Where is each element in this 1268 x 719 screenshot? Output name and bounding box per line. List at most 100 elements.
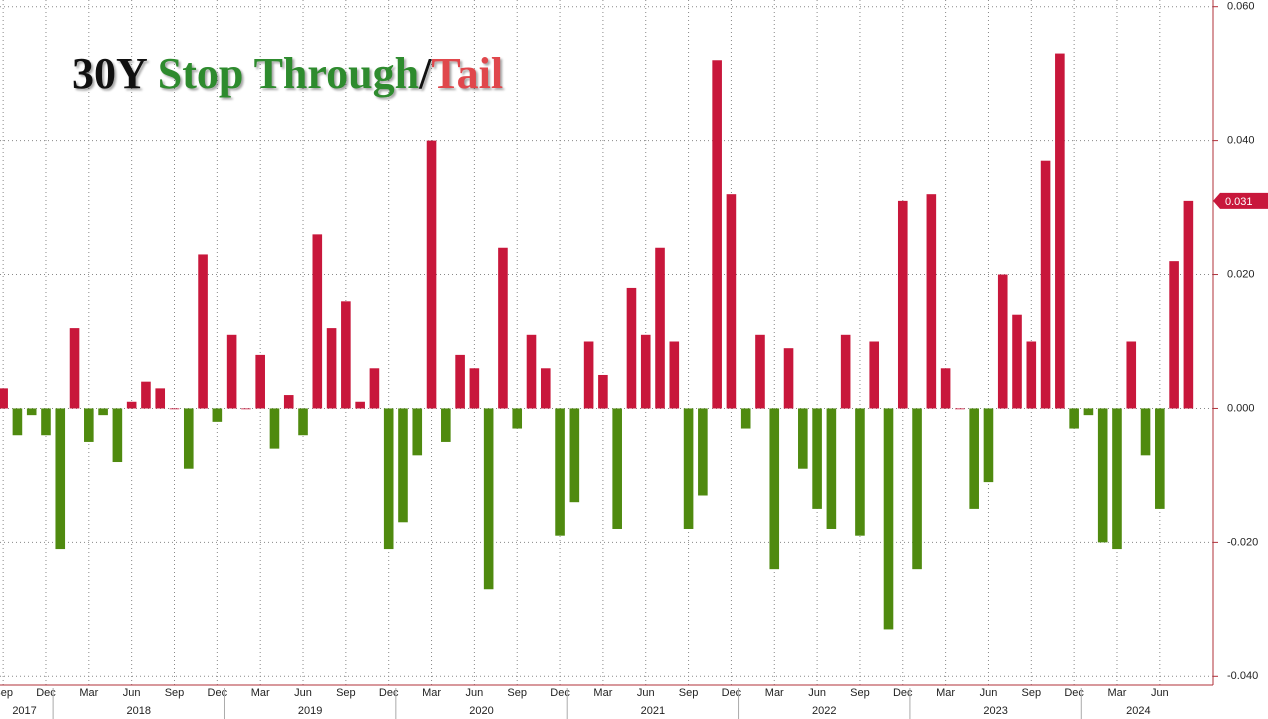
- bar: [298, 408, 308, 436]
- bar: [855, 408, 865, 536]
- bar: [969, 408, 979, 509]
- bar: [726, 194, 737, 409]
- bar: [441, 408, 451, 442]
- bar: [1012, 314, 1022, 409]
- bar: [369, 368, 380, 409]
- bar: [698, 408, 708, 496]
- bar: [912, 408, 922, 570]
- bar: [183, 408, 194, 469]
- bar: [769, 408, 780, 570]
- year-label: 2021: [641, 705, 665, 717]
- bar: [412, 408, 423, 456]
- bar: [69, 328, 80, 409]
- x-tick-label: Jun: [808, 687, 826, 699]
- bar: [583, 341, 594, 409]
- x-tick-label: Mar: [1108, 687, 1127, 699]
- y-tick-label: -0.020: [1227, 536, 1258, 548]
- y-tick-label: 0.060: [1227, 1, 1255, 13]
- year-label: 2023: [983, 705, 1007, 717]
- bar: [126, 401, 137, 409]
- year-label: 2018: [127, 705, 151, 717]
- bar: [655, 247, 665, 409]
- bar: [812, 408, 822, 509]
- bar: [398, 408, 408, 523]
- bar: [1155, 408, 1165, 509]
- bar: [498, 247, 508, 409]
- x-tick-label: Sep: [850, 687, 870, 699]
- bar: [212, 408, 223, 422]
- bar: [255, 354, 265, 409]
- bar: [269, 408, 280, 449]
- bar: [1026, 341, 1037, 409]
- bar: [626, 287, 637, 409]
- x-tick-label: Dec: [893, 687, 913, 699]
- bar: [512, 408, 523, 429]
- year-label: 2024: [1126, 705, 1150, 717]
- bar: [1140, 408, 1151, 456]
- bar: [455, 354, 465, 409]
- bar: [1112, 408, 1122, 550]
- year-label: 2017: [12, 705, 36, 717]
- bar: [755, 334, 765, 409]
- bar: [141, 381, 151, 409]
- bar: [1097, 408, 1108, 543]
- bar: [983, 408, 994, 483]
- bar: [241, 408, 251, 410]
- x-tick-label: Sep: [1022, 687, 1042, 699]
- x-tick-label: Dec: [208, 687, 228, 699]
- bar: [840, 334, 851, 409]
- bar: [569, 408, 580, 503]
- x-tick-label: Jun: [980, 687, 998, 699]
- bar: [469, 368, 480, 409]
- x-tick-label: Mar: [936, 687, 955, 699]
- title-part: Tail: [431, 49, 503, 98]
- last-value-label: 0.031: [1225, 196, 1253, 208]
- bar: [198, 254, 208, 409]
- x-tick-label: Dec: [379, 687, 399, 699]
- bar: [483, 408, 494, 590]
- bar: [84, 408, 94, 442]
- x-tick-label: Jun: [637, 687, 655, 699]
- bar: [169, 408, 180, 410]
- bar: [1055, 53, 1065, 409]
- bar: [555, 408, 565, 536]
- x-tick-label: Sep: [507, 687, 527, 699]
- bar: [355, 401, 365, 409]
- bar: [1183, 200, 1194, 409]
- bar: [997, 274, 1008, 409]
- bar: [740, 408, 751, 429]
- year-label: 2022: [812, 705, 836, 717]
- x-tick-label: Sep: [0, 687, 13, 699]
- title-part: Stop Through: [158, 49, 419, 98]
- bar: [926, 194, 937, 409]
- bar: [826, 408, 837, 529]
- bar: [312, 234, 323, 409]
- bar: [526, 334, 537, 409]
- x-tick-label: Mar: [422, 687, 441, 699]
- x-tick-label: Jun: [123, 687, 141, 699]
- x-tick-label: Mar: [251, 687, 270, 699]
- x-tick-label: Mar: [765, 687, 784, 699]
- bar: [669, 341, 680, 409]
- bar: [12, 408, 23, 436]
- y-tick-label: -0.040: [1227, 670, 1258, 682]
- bar: [1040, 160, 1051, 409]
- bar: [955, 408, 965, 410]
- year-label: 2019: [298, 705, 322, 717]
- bar: [98, 408, 108, 416]
- bar: [612, 408, 622, 529]
- bar: [940, 368, 951, 409]
- bar: [783, 348, 794, 409]
- year-label: 2020: [469, 705, 493, 717]
- x-tick-label: Dec: [1064, 687, 1084, 699]
- bar: [383, 408, 394, 550]
- bar: [798, 408, 808, 469]
- x-tick-label: Sep: [165, 687, 185, 699]
- bar: [41, 408, 51, 436]
- bar: [26, 408, 37, 416]
- bar: [112, 408, 123, 463]
- y-tick-label: 0.040: [1227, 135, 1255, 147]
- bar: [540, 368, 551, 409]
